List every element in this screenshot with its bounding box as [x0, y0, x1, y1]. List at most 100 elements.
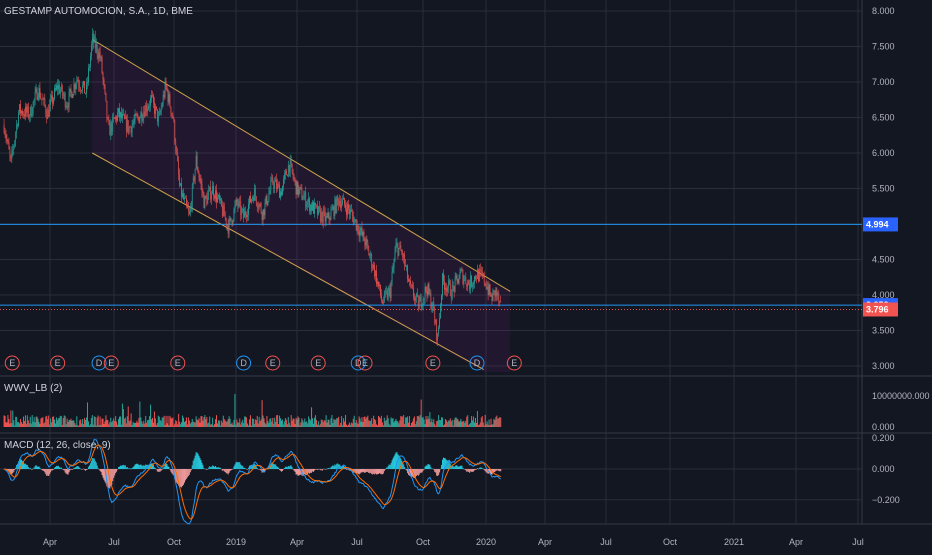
candle-body: [351, 211, 353, 216]
volume-bar: [235, 424, 237, 427]
candle-body: [478, 269, 479, 282]
volume-bar: [303, 422, 305, 427]
macd-hist-bar: [182, 469, 184, 487]
event-marker-label: D: [96, 358, 103, 368]
macd-hist-bar: [164, 464, 166, 469]
volume-bar: [361, 417, 363, 427]
macd-hist-bar: [23, 463, 25, 469]
macd-hist-bar: [442, 457, 444, 469]
volume-bar: [354, 422, 356, 427]
macd-hist-bar: [180, 469, 182, 487]
macd-hist-bar: [310, 469, 312, 473]
macd-hist-bar: [44, 469, 46, 473]
candle-body: [310, 204, 311, 212]
candle-body: [129, 126, 131, 128]
candle-body: [102, 73, 104, 80]
macd-hist-bar: [428, 464, 430, 469]
y-tick-label: 7.000: [872, 77, 895, 87]
candle-body: [395, 243, 397, 252]
candle-body: [167, 90, 169, 102]
macd-hist-bar: [247, 469, 249, 470]
candle-body: [36, 88, 38, 100]
macd-hist-bar: [77, 466, 79, 469]
macd-hist-bar: [199, 457, 201, 469]
macd-hist-bar: [494, 469, 496, 473]
candle-body: [289, 160, 291, 173]
volume-bars: [3, 393, 502, 427]
candle-body: [466, 283, 468, 288]
volume-bar: [72, 420, 74, 427]
volume-bar: [242, 419, 244, 427]
macd-hist-bar: [393, 456, 395, 469]
macd-hist-bar: [324, 469, 326, 470]
volume-bar: [198, 418, 200, 427]
volume-bar: [444, 418, 446, 427]
macd-hist-bar: [57, 465, 59, 469]
volume-bar: [429, 412, 431, 427]
macd-hist-bar: [74, 467, 76, 469]
candle-body: [62, 94, 64, 96]
candle-body: [489, 284, 491, 296]
volume-bar: [216, 423, 218, 427]
volume-bar: [212, 417, 214, 427]
candle-body: [198, 173, 200, 178]
macd-hist-bar: [498, 469, 500, 471]
volume-bar: [243, 423, 245, 427]
volume-bar: [152, 422, 154, 427]
volume-bar: [240, 424, 242, 427]
volume-bar: [91, 415, 93, 427]
candle-body: [458, 278, 460, 284]
volume-bar: [486, 421, 488, 427]
volume-bar: [488, 419, 490, 427]
candle-body: [127, 120, 129, 132]
candle-body: [187, 204, 188, 209]
candle-body: [240, 201, 242, 216]
volume-bar: [377, 425, 379, 427]
volume-bar: [150, 404, 152, 427]
macd-hist-bar: [87, 466, 89, 469]
candle-body: [450, 295, 452, 299]
candle-body: [72, 94, 74, 98]
volume-bar: [498, 418, 500, 427]
volume-bar: [112, 420, 114, 427]
volume-bar: [466, 416, 468, 427]
volume-bar: [421, 417, 423, 427]
volume-bar: [153, 411, 155, 427]
macd-hist-bar: [326, 468, 328, 470]
macd-hist-bar: [85, 469, 87, 471]
volume-bar: [113, 418, 115, 427]
candle-body: [452, 285, 454, 287]
volume-bar: [285, 419, 287, 427]
volume-bar: [487, 424, 489, 427]
macd-hist-bar: [252, 465, 254, 469]
macd-hist-bar: [43, 469, 45, 471]
volume-bar: [279, 415, 281, 427]
volume-bar: [337, 418, 339, 427]
volume-bar: [471, 416, 473, 427]
candle-body: [115, 116, 116, 119]
macd-hist-bar: [158, 469, 160, 472]
macd-hist-bar: [221, 469, 223, 471]
macd-hist-bar: [285, 466, 287, 469]
volume-bar: [286, 424, 288, 427]
candle-body: [412, 285, 413, 288]
volume-bar: [183, 417, 185, 427]
candle-body: [315, 202, 316, 206]
candle-body: [74, 84, 76, 89]
candle-body: [100, 57, 102, 58]
volume-bar: [373, 415, 375, 427]
volume-bar: [30, 423, 32, 427]
macd-hist-bar: [290, 465, 292, 469]
macd-hist-bar: [228, 469, 230, 473]
macd-hist-bar: [189, 469, 191, 473]
candle-body: [476, 278, 477, 280]
macd-hist-bar: [91, 458, 93, 469]
volume-bar: [25, 423, 27, 427]
volume-bar: [13, 420, 15, 427]
volume-bar: [171, 418, 173, 427]
volume-bar: [478, 424, 480, 427]
candle-body: [464, 276, 466, 280]
candle-body: [142, 118, 144, 121]
